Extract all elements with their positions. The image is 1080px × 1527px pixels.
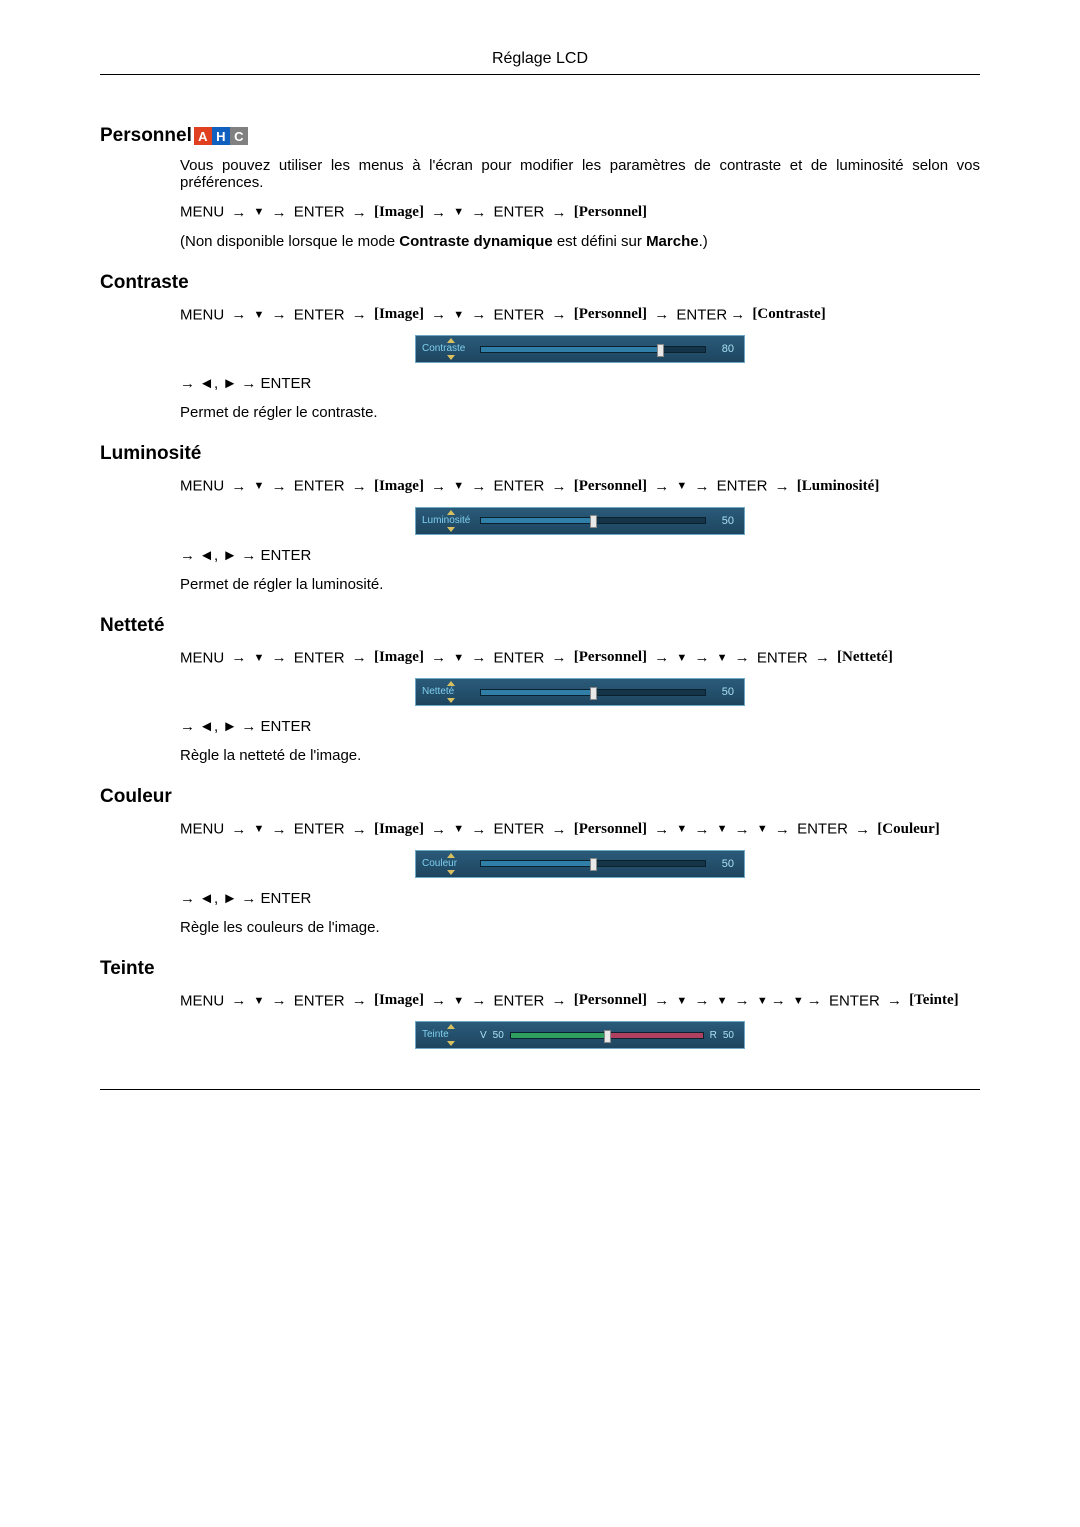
luminosite-nav: MENU → ▼ → ENTER → [Image] → ▼ → ENTER →… <box>180 477 980 495</box>
nettete-desc: Règle la netteté de l'image. <box>180 747 980 764</box>
down-arrow-icon <box>447 698 455 703</box>
slider-label: Contraste <box>422 344 480 354</box>
teinte-right-val: 50 <box>723 1030 734 1041</box>
mode-badges: A H C <box>194 127 248 145</box>
teinte-slider: Teinte V 50 R 50 <box>415 1021 745 1049</box>
page-header: Réglage LCD <box>100 50 980 75</box>
section-title-personnel: Personnel A H C <box>100 125 980 147</box>
up-arrow-icon <box>447 510 455 515</box>
luminosite-slider: Luminosité 50 <box>415 507 745 535</box>
luminosite-desc: Permet de régler la luminosité. <box>180 576 980 593</box>
section-title-couleur: Couleur <box>100 786 980 808</box>
personnel-nav: MENU → ▼ → ENTER → [Image] → ▼ → ENTER →… <box>180 203 980 221</box>
down-arrow-icon <box>447 870 455 875</box>
teinte-nav: MENU → ▼ → ENTER → [Image] → ▼ → ENTER →… <box>180 992 980 1010</box>
couleur-adjust-nav: → ◄, ► → ENTER <box>180 890 980 907</box>
nettete-nav: MENU → ▼ → ENTER → [Image] → ▼ → ENTER →… <box>180 649 980 667</box>
personnel-intro: Vous pouvez utiliser les menus à l'écran… <box>180 157 980 191</box>
section-title-nettete: Netteté <box>100 615 980 637</box>
personnel-note: (Non disponible lorsque le mode Contrast… <box>180 233 980 250</box>
title-text: Personnel <box>100 125 192 147</box>
badge-h-icon: H <box>212 127 230 145</box>
page-footer-rule <box>100 1089 980 1091</box>
slider-value: 80 <box>706 343 734 355</box>
teinte-right-tag: R <box>710 1030 717 1041</box>
section-title-luminosite: Luminosité <box>100 443 980 465</box>
couleur-desc: Règle les couleurs de l'image. <box>180 919 980 936</box>
down-arrow-icon <box>447 527 455 532</box>
couleur-nav: MENU → ▼ → ENTER → [Image] → ▼ → ENTER →… <box>180 820 980 838</box>
contraste-desc: Permet de régler le contraste. <box>180 404 980 421</box>
contraste-slider: Contraste 80 <box>415 335 745 363</box>
down-arrow-icon <box>447 355 455 360</box>
header-title: Réglage LCD <box>492 50 588 67</box>
teinte-left-val: 50 <box>493 1030 504 1041</box>
down-arrow-icon <box>447 1041 455 1046</box>
luminosite-adjust-nav: → ◄, ► → ENTER <box>180 547 980 564</box>
couleur-slider: Couleur 50 <box>415 850 745 878</box>
contraste-adjust-nav: → ◄, ► → ENTER <box>180 375 980 392</box>
teinte-left-tag: V <box>480 1030 487 1041</box>
badge-c-icon: C <box>230 127 248 145</box>
nettete-slider: Netteté 50 <box>415 678 745 706</box>
section-title-contraste: Contraste <box>100 272 980 294</box>
slider-thumb <box>657 344 664 357</box>
slider-track <box>480 346 706 353</box>
contraste-nav: MENU → ▼ → ENTER → [Image] → ▼ → ENTER →… <box>180 306 980 324</box>
nettete-adjust-nav: → ◄, ► → ENTER <box>180 718 980 735</box>
section-title-teinte: Teinte <box>100 958 980 980</box>
badge-a-icon: A <box>194 127 212 145</box>
